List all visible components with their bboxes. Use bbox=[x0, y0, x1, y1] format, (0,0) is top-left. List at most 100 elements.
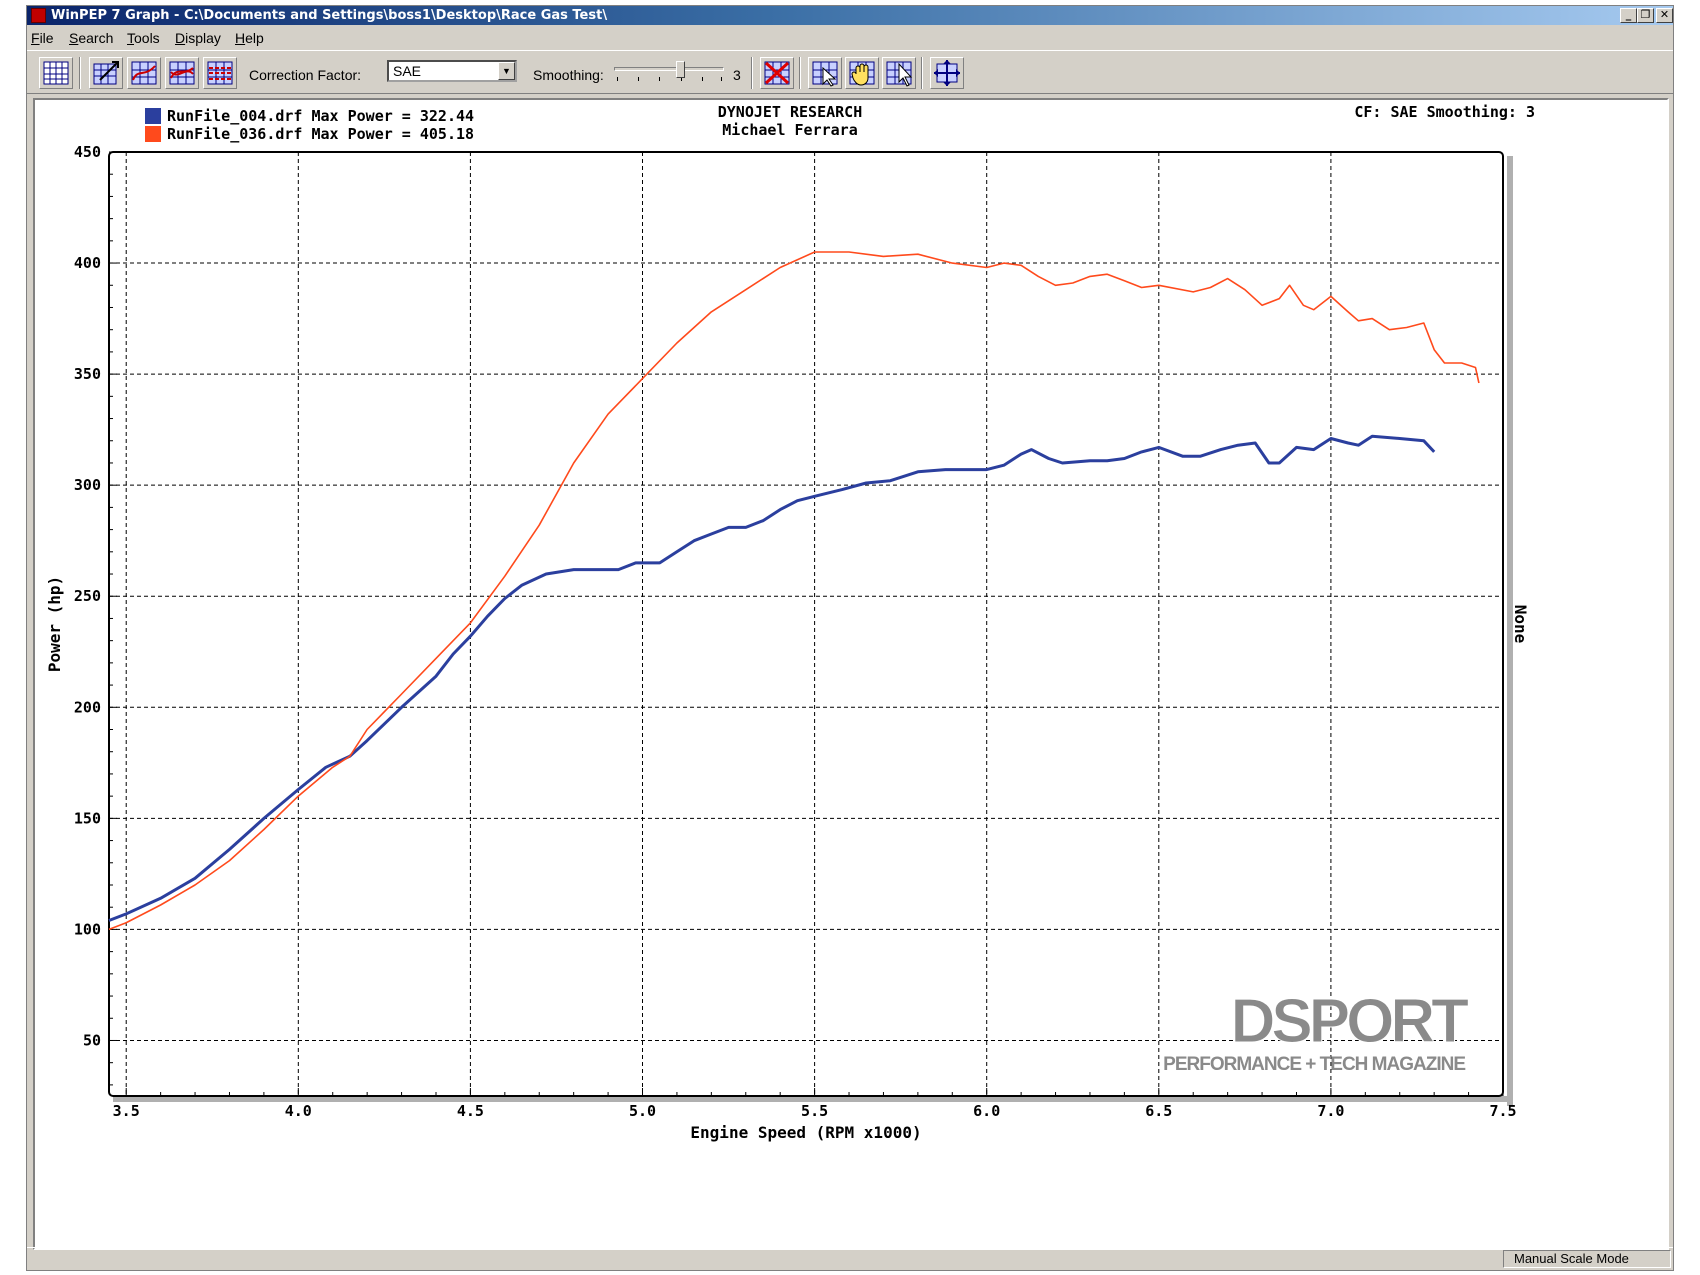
delete-x-icon bbox=[764, 61, 790, 85]
graph-overlay-icon bbox=[169, 61, 195, 85]
slider-tick bbox=[638, 77, 639, 81]
menu-help-accel: H bbox=[235, 30, 246, 46]
select-button[interactable] bbox=[882, 57, 916, 89]
y-tick-label: 300 bbox=[74, 476, 101, 494]
slider-tick bbox=[702, 77, 703, 81]
x-tick-label: 7.0 bbox=[1317, 1102, 1344, 1120]
legend-swatch-blue bbox=[145, 108, 161, 124]
menu-search-accel: S bbox=[69, 30, 79, 46]
app-window: WinPEP 7 Graph - C:\Documents and Settin… bbox=[26, 5, 1674, 1271]
y-tick-label: 200 bbox=[74, 698, 101, 716]
graph-multi-button[interactable] bbox=[203, 57, 237, 89]
y-tick-label: 100 bbox=[74, 920, 101, 938]
smoothing-value: 3 bbox=[733, 67, 741, 83]
slider-tick bbox=[721, 77, 722, 81]
x-tick-label: 4.0 bbox=[285, 1102, 312, 1120]
x-tick-label: 5.0 bbox=[629, 1102, 656, 1120]
menu-help[interactable]: Help bbox=[235, 30, 264, 46]
graph-area: 3.5 4.0 4.5 5.0 5.5 6.0 6.5 7.0 7.5 50 100 150 200 2… bbox=[33, 98, 1669, 1250]
smoothing-slider-track bbox=[614, 67, 724, 71]
correction-factor-label: Correction Factor: bbox=[249, 67, 362, 83]
series-line-run036 bbox=[108, 251, 1480, 931]
x-tick-label: 7.5 bbox=[1489, 1102, 1516, 1120]
menu-tools-accel: T bbox=[127, 30, 134, 46]
toolbar-separator bbox=[921, 57, 923, 89]
x-axis-label: Engine Speed (RPM x1000) bbox=[690, 1123, 921, 1142]
menu-search-label: earch bbox=[78, 30, 114, 46]
graph-arrow-icon bbox=[93, 61, 119, 85]
y-axis-label: Power (hp) bbox=[45, 576, 64, 672]
legend-entry-run004: RunFile_004.drf Max Power = 322.44 bbox=[167, 107, 474, 125]
axis-ticks bbox=[109, 151, 1504, 1096]
grid-table-icon bbox=[43, 61, 69, 85]
pointer-icon bbox=[886, 61, 913, 87]
menu-display-accel: D bbox=[175, 30, 186, 46]
series-line-run004 bbox=[108, 434, 1436, 922]
x-tick-label: 4.5 bbox=[457, 1102, 484, 1120]
status-bar: Manual Scale Mode bbox=[27, 1247, 1673, 1270]
chart-series bbox=[108, 251, 1480, 931]
toolbar-separator bbox=[799, 57, 801, 89]
smoothing-slider[interactable] bbox=[614, 61, 724, 83]
menu-tools-label: ools bbox=[134, 30, 160, 46]
clear-graph-button[interactable] bbox=[760, 57, 794, 89]
close-button[interactable]: ✕ bbox=[1656, 8, 1673, 23]
y-tick-label: 250 bbox=[74, 587, 101, 605]
legend: RunFile_004.drf Max Power = 322.44 RunFi… bbox=[145, 107, 474, 143]
zoom-cursor-icon bbox=[812, 61, 838, 87]
menu-file-label: ile bbox=[39, 30, 54, 46]
app-icon bbox=[31, 8, 46, 23]
zoom-button[interactable] bbox=[808, 57, 842, 89]
legend-entry-run036: RunFile_036.drf Max Power = 405.18 bbox=[167, 125, 474, 143]
y-tick-label: 350 bbox=[74, 365, 101, 383]
x-tick-label: 6.0 bbox=[973, 1102, 1000, 1120]
y-tick-label: 150 bbox=[74, 809, 101, 827]
chart-header-operator: Michael Ferrara bbox=[722, 121, 857, 139]
correction-factor-select[interactable]: SAE ▼ bbox=[387, 60, 517, 82]
cf-smoothing-info: CF: SAE Smoothing: 3 bbox=[1354, 103, 1535, 121]
plot-shadow-right bbox=[1507, 156, 1513, 1106]
minimize-button[interactable]: _ bbox=[1620, 8, 1637, 23]
graph-zoom-button[interactable] bbox=[89, 57, 123, 89]
chart-header-company: DYNOJET RESEARCH bbox=[718, 103, 863, 121]
window-title: WinPEP 7 Graph - C:\Documents and Settin… bbox=[51, 8, 608, 23]
smoothing-slider-thumb[interactable] bbox=[676, 61, 685, 78]
graph-overlay-button[interactable] bbox=[165, 57, 199, 89]
menu-search[interactable]: Search bbox=[69, 30, 113, 46]
toolbar: Correction Factor: SAE ▼ Smoothing: 3 bbox=[27, 50, 1673, 94]
graph-lines-icon bbox=[131, 61, 157, 85]
expand-arrows-icon bbox=[934, 60, 960, 86]
watermark-tagline: PERFORMANCE + TECH MAGAZINE bbox=[1163, 1054, 1465, 1075]
slider-tick bbox=[681, 77, 682, 81]
slider-tick bbox=[617, 77, 618, 81]
smoothing-label: Smoothing: bbox=[533, 67, 604, 83]
y-tick-label: 50 bbox=[83, 1031, 101, 1049]
menu-file-accel: F bbox=[31, 30, 40, 46]
plot-area bbox=[108, 151, 1504, 1097]
menu-bar: File Search Tools Display Help bbox=[27, 27, 1673, 49]
menu-tools[interactable]: Tools bbox=[127, 30, 160, 46]
y-tick-labels: 50 100 150 200 250 300 350 400 450 bbox=[74, 143, 101, 1049]
pan-button[interactable] bbox=[845, 57, 879, 89]
graph-lines-button[interactable] bbox=[127, 57, 161, 89]
right-axis-label: None bbox=[1511, 605, 1530, 644]
x-tick-labels: 3.5 4.0 4.5 5.0 5.5 6.0 6.5 7.0 7.5 bbox=[113, 1102, 1517, 1120]
hand-icon bbox=[849, 61, 875, 86]
x-tick-label: 3.5 bbox=[113, 1102, 140, 1120]
restore-button[interactable]: ❐ bbox=[1637, 8, 1654, 23]
dropdown-arrow-icon[interactable]: ▼ bbox=[498, 62, 515, 80]
legend-swatch-red bbox=[145, 126, 161, 142]
grid-table-button[interactable] bbox=[39, 57, 73, 89]
correction-factor-value: SAE bbox=[393, 63, 422, 79]
x-tick-label: 6.5 bbox=[1145, 1102, 1172, 1120]
status-mode: Manual Scale Mode bbox=[1503, 1250, 1671, 1268]
watermark-brand: DSPORT bbox=[1231, 987, 1469, 1056]
graph-multi-icon bbox=[207, 61, 233, 85]
slider-tick bbox=[659, 77, 660, 81]
menu-display[interactable]: Display bbox=[175, 30, 221, 46]
grid-lines bbox=[109, 152, 1503, 1096]
y-tick-label: 450 bbox=[74, 143, 101, 161]
plot-shadow-bottom bbox=[113, 1096, 1513, 1102]
menu-file[interactable]: File bbox=[31, 30, 54, 46]
autoscale-button[interactable] bbox=[930, 57, 964, 89]
